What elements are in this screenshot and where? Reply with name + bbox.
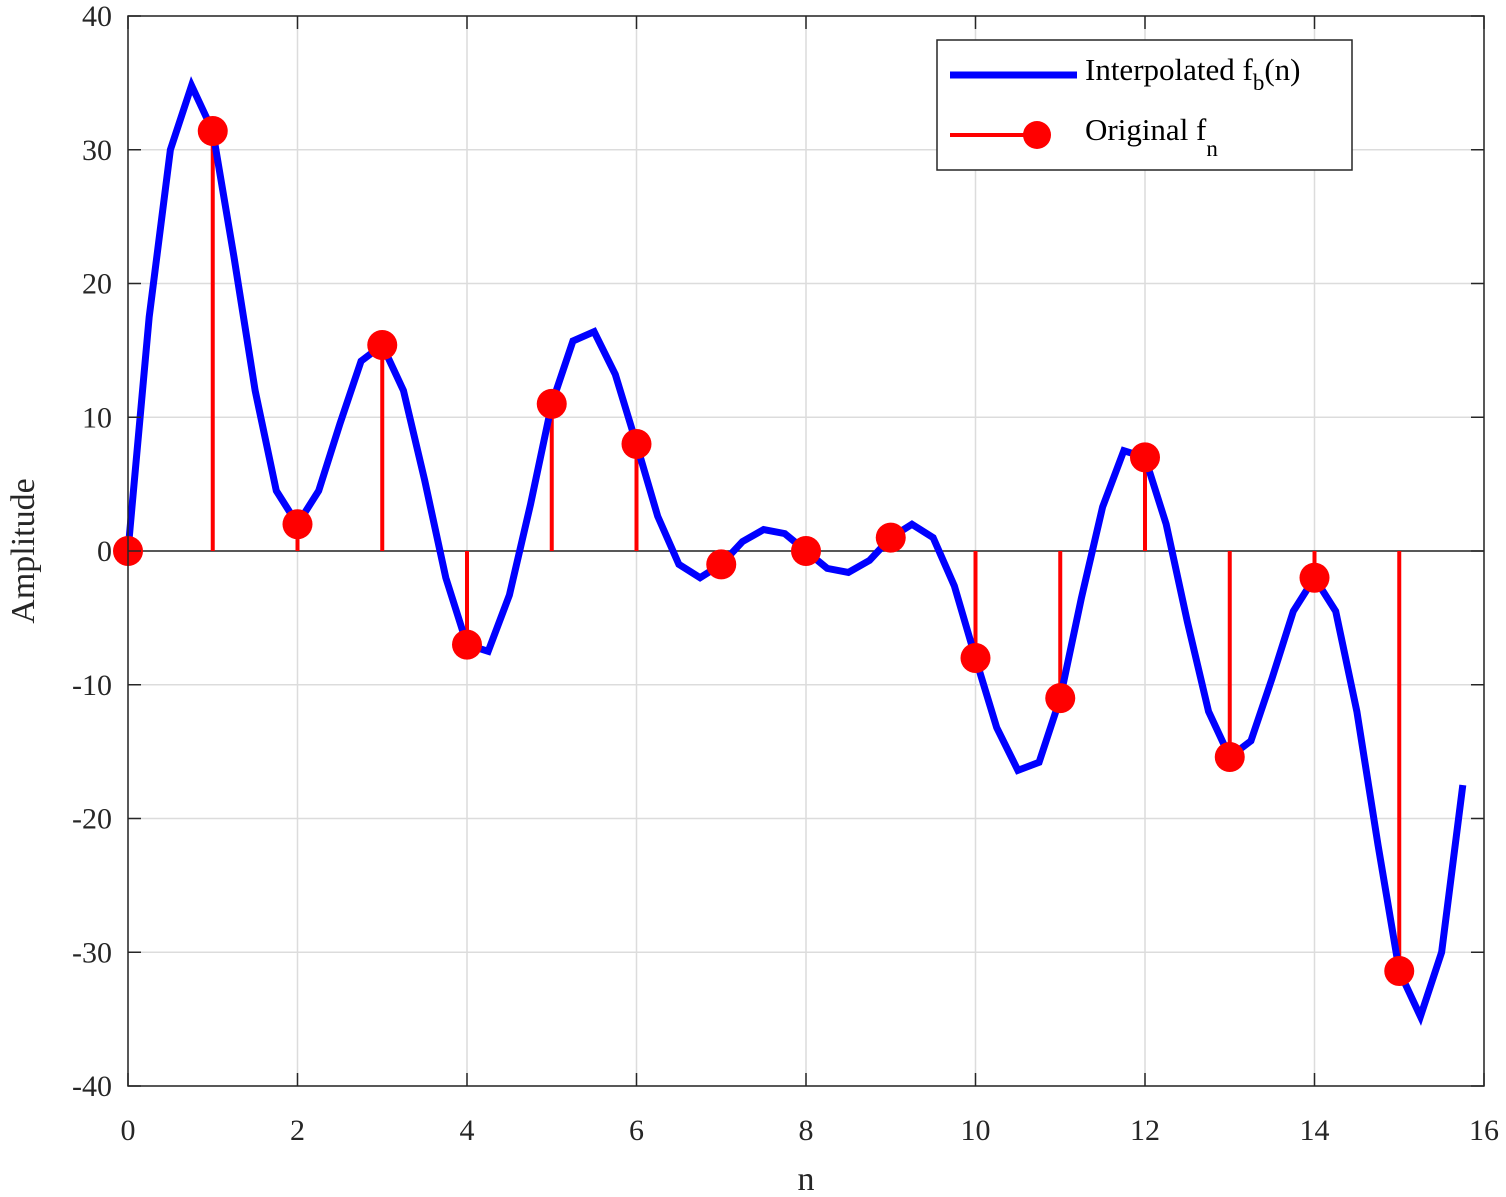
stem-marker <box>452 629 482 660</box>
x-tick-label: 10 <box>961 1114 991 1147</box>
y-tick-label: 40 <box>82 0 112 33</box>
stem-marker <box>1299 562 1330 593</box>
x-tick-label: 0 <box>121 1114 136 1147</box>
stem-marker <box>536 388 567 419</box>
x-axis-label: n <box>798 1161 815 1197</box>
y-axis-label: Amplitude <box>5 478 42 623</box>
y-tick-label: -10 <box>72 669 112 702</box>
x-tick-label: 8 <box>799 1114 814 1147</box>
legend-label-interpolated: Interpolated fb(n) <box>1085 52 1301 95</box>
y-tick-label: 30 <box>82 134 112 167</box>
stem-marker <box>1130 442 1160 473</box>
axis-ticks: 0 2 4 6 8 10 12 14 16 40 30 20 10 0 -10 -20 -30 -40 <box>72 0 1499 1147</box>
legend: Interpolated fb(n) Original fn <box>936 39 1353 171</box>
y-tick-label: -30 <box>72 936 112 969</box>
y-tick-label: 10 <box>82 401 112 434</box>
x-tick-label: 2 <box>290 1114 305 1147</box>
x-tick-label: 6 <box>629 1114 644 1147</box>
x-tick-label: 16 <box>1469 1114 1499 1147</box>
stem-markers <box>113 116 1415 986</box>
stem-marker <box>1384 955 1415 986</box>
stem-marker <box>367 330 398 361</box>
stem-marker <box>1214 741 1245 772</box>
stem-marker <box>621 429 652 459</box>
stem-marker <box>875 522 906 553</box>
legend-label-original: Original fn <box>1085 112 1218 161</box>
legend-marker-original <box>1023 121 1051 149</box>
y-tick-label: -20 <box>72 803 112 836</box>
x-tick-label: 14 <box>1300 1114 1330 1147</box>
stem-marker <box>197 116 228 147</box>
stem-marker <box>282 509 313 540</box>
series-group <box>113 76 1467 1026</box>
stem-marker <box>791 536 821 566</box>
legend-box <box>936 39 1353 171</box>
stem-marker <box>1045 683 1076 714</box>
stem-marker <box>960 643 991 673</box>
stem-series <box>210 131 1402 971</box>
y-tick-label: 0 <box>97 535 112 568</box>
y-tick-label: -40 <box>72 1070 112 1103</box>
x-tick-label: 4 <box>460 1114 475 1147</box>
x-tick-label: 12 <box>1130 1114 1160 1147</box>
stem-marker <box>706 549 737 580</box>
y-tick-label: 20 <box>82 268 112 301</box>
